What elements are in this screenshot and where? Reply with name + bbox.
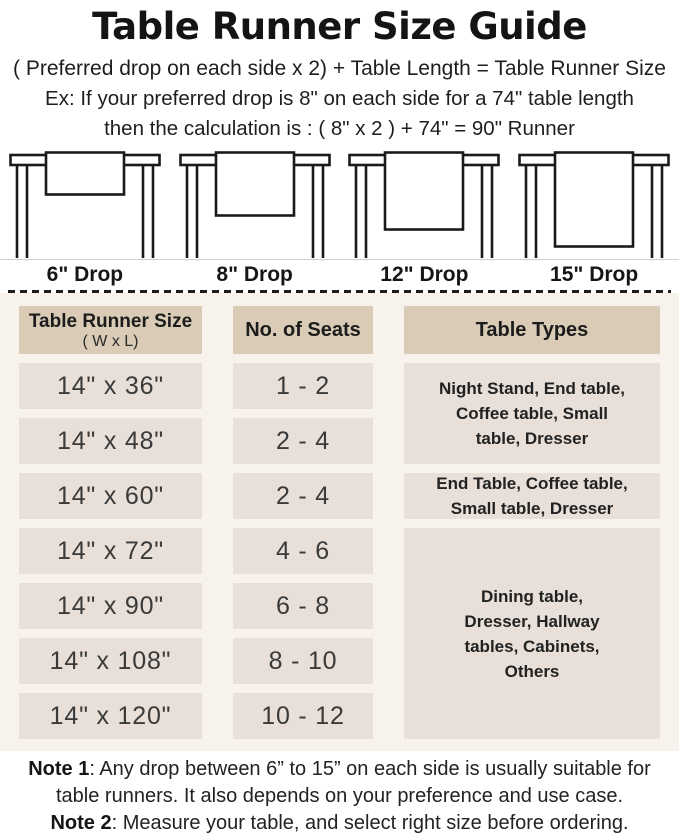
seats-cell: 2 - 4 — [233, 473, 373, 519]
figure-8in-drop — [170, 151, 340, 259]
table-types-cell-large-tables: Dining table, Dresser, Hallway tables, C… — [404, 528, 660, 739]
note-1-label: Note 1 — [28, 758, 90, 780]
runner-size-cell: 14" x 36" — [19, 363, 202, 409]
col-header-table-types: Table Types — [404, 306, 660, 354]
dashed-divider — [8, 290, 671, 293]
seats-cell: 1 - 2 — [233, 363, 373, 409]
figure-15in-drop — [509, 151, 679, 259]
notes-section: Note 1: Any drop between 6” to 15” on ea… — [0, 751, 679, 837]
seats-cell: 6 - 8 — [233, 583, 373, 629]
col-header-runner-size-line2: ( W x L) — [82, 332, 139, 350]
note-2-text: : Measure your table, and select right s… — [111, 812, 629, 834]
drop-labels-row: 6" Drop 8" Drop 12" Drop 15" Drop — [0, 260, 679, 289]
guide-header: Table Runner Size Guide ( Preferred drop… — [0, 0, 679, 142]
table-runner-8in-drop-icon — [178, 151, 331, 258]
table-types-cell-small-tables: Night Stand, End table, Coffee table, Sm… — [404, 363, 660, 464]
size-guide-section: Table Runner Size ( W x L) No. of Seats … — [0, 293, 679, 751]
note-2: Note 2: Measure your table, and select r… — [6, 810, 673, 837]
runner-size-cell: 14" x 90" — [19, 583, 202, 629]
table-runner-12in-drop-icon — [348, 151, 501, 258]
runner-size-cell: 14" x 108" — [19, 638, 202, 684]
seats-cell: 4 - 6 — [233, 528, 373, 574]
seats-cell: 8 - 10 — [233, 638, 373, 684]
drop-label-8in: 8" Drop — [216, 262, 293, 286]
drop-label-12in: 12" Drop — [380, 262, 469, 286]
note-1-text: : Any drop between 6” to 15” on each sid… — [55, 758, 651, 807]
seats-cell: 2 - 4 — [233, 418, 373, 464]
drop-illustrations-row — [0, 151, 679, 260]
runner-size-cell: 14" x 120" — [19, 693, 202, 739]
size-guide-grid: Table Runner Size ( W x L) No. of Seats … — [19, 306, 660, 739]
figure-6in-drop — [0, 151, 170, 259]
col-header-seats: No. of Seats — [233, 306, 373, 354]
col-header-runner-size-line1: Table Runner Size — [28, 310, 193, 332]
drop-label-6in: 6" Drop — [46, 262, 124, 286]
page-title: Table Runner Size Guide — [92, 5, 587, 48]
col-header-runner-size: Table Runner Size ( W x L) — [19, 306, 202, 354]
runner-size-cell: 14" x 60" — [19, 473, 202, 519]
formula-text: ( Preferred drop on each side x 2) + Tab… — [13, 57, 666, 80]
note-2-label: Note 2 — [50, 812, 112, 834]
runner-size-cell: 14" x 72" — [19, 528, 202, 574]
table-runner-6in-drop-icon — [9, 151, 161, 258]
figure-12in-drop — [340, 151, 510, 259]
example-line-1: Ex: If your preferred drop is 8" on each… — [45, 87, 634, 110]
example-line-2: then the calculation is : ( 8" x 2 ) + 7… — [104, 117, 575, 140]
note-1: Note 1: Any drop between 6” to 15” on ea… — [6, 756, 673, 810]
runner-size-cell: 14" x 48" — [19, 418, 202, 464]
table-types-cell-medium-tables: End Table, Coffee table, Small table, Dr… — [404, 473, 660, 519]
table-runner-15in-drop-icon — [518, 151, 670, 258]
drop-label-15in: 15" Drop — [550, 262, 639, 286]
seats-cell: 10 - 12 — [233, 693, 373, 739]
